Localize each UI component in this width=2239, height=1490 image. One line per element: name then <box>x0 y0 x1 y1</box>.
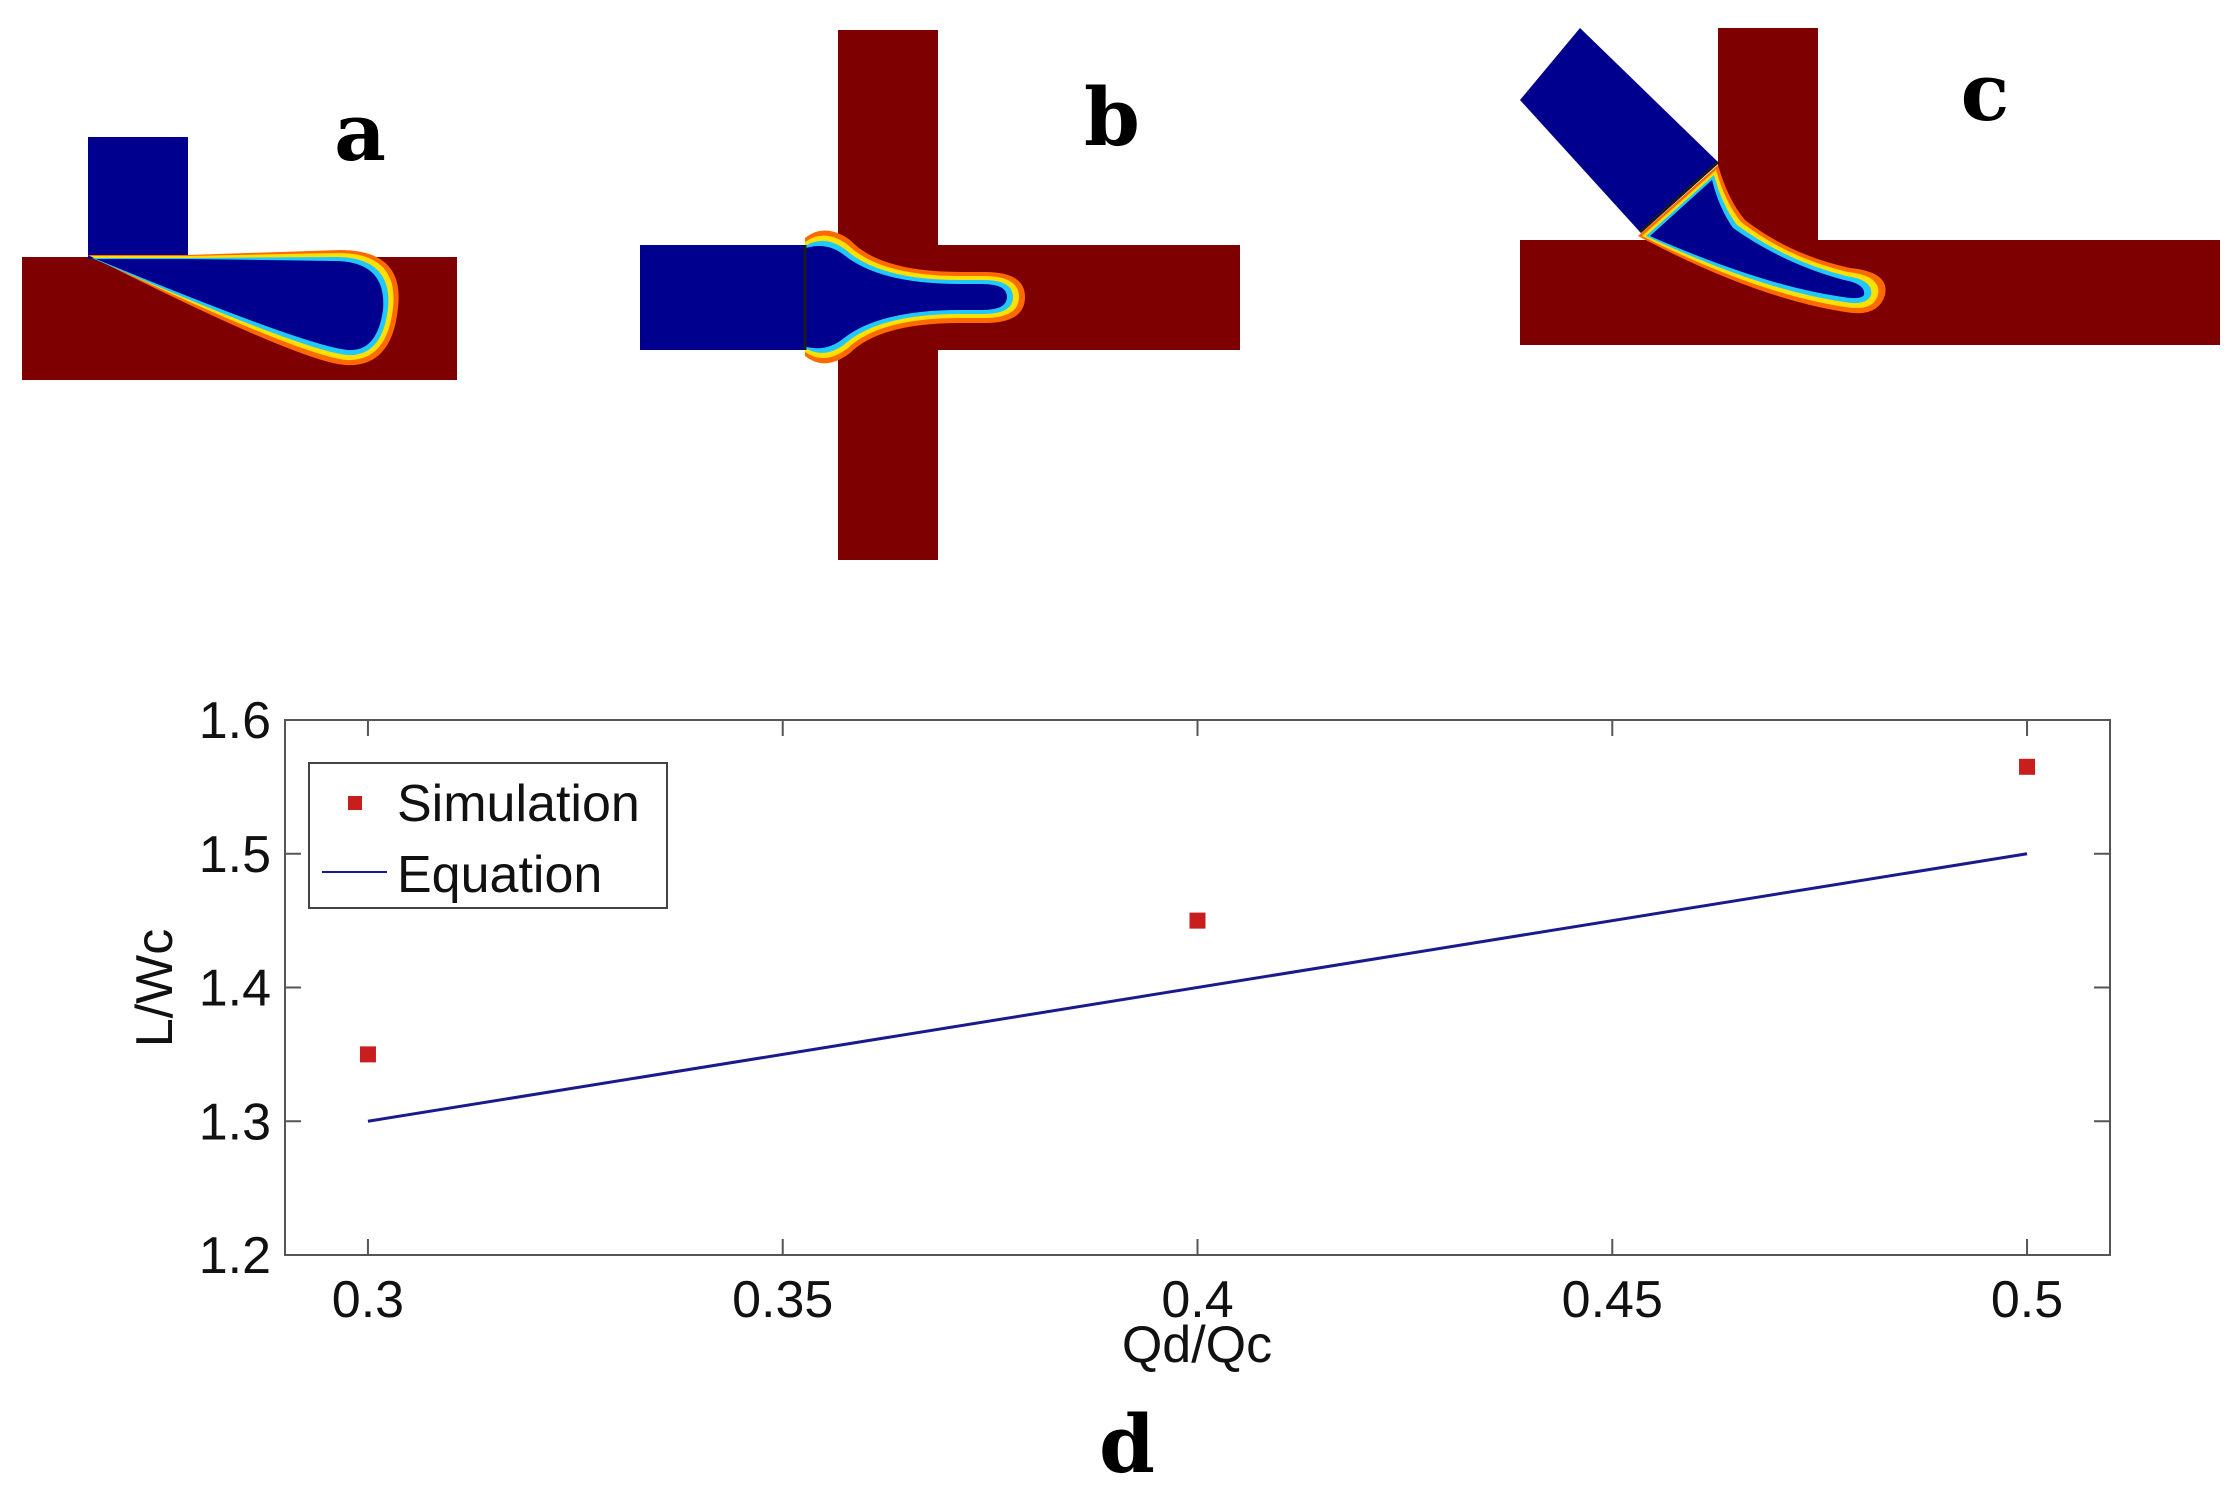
panel-a-simulation <box>22 137 457 380</box>
x-tick-labels: 0.3 0.35 0.4 0.45 0.5 <box>332 1271 2063 1329</box>
y-tick-label: 1.5 <box>199 826 271 884</box>
panel-c-droplet <box>1650 180 1865 299</box>
y-tick-label: 1.4 <box>199 960 271 1018</box>
panel-b-simulation <box>640 30 1240 560</box>
chart-d: 0.3 0.35 0.4 0.45 0.5 1.2 1.3 1.4 1.5 1.6 Simula… <box>126 692 2111 1374</box>
panel-c-inlet-channel <box>1520 28 1718 232</box>
legend-simulation-marker <box>348 796 362 810</box>
panel-c-inlet-edge <box>1638 160 1720 234</box>
panel-b-label: b <box>1084 70 1140 164</box>
y-tick-label: 1.2 <box>199 1227 271 1285</box>
x-axis-label: Qd/Qc <box>1122 1316 1272 1374</box>
simulation-point <box>2019 758 2036 775</box>
panel-a-inlet-channel <box>88 137 188 259</box>
tick-marks <box>285 719 2110 1256</box>
equation-line <box>367 852 2028 1123</box>
simulation-point <box>359 1046 376 1063</box>
x-tick-label: 0.3 <box>332 1271 404 1329</box>
x-tick-label: 0.35 <box>732 1271 833 1329</box>
y-tick-label: 1.6 <box>199 692 271 750</box>
x-tick-label: 0.45 <box>1562 1271 1663 1329</box>
y-tick-labels: 1.2 1.3 1.4 1.5 1.6 <box>199 692 271 1285</box>
panel-b-droplet <box>800 246 1007 349</box>
panel-a-droplet <box>96 259 384 351</box>
y-axis-label: L/Wc <box>126 929 184 1047</box>
panel-c-label: c <box>1961 45 2010 139</box>
legend: Simulation Equation <box>308 762 668 909</box>
legend-box <box>308 762 668 909</box>
panel-a-label: a <box>334 85 386 179</box>
x-tick-label: 0.4 <box>1161 1271 1233 1329</box>
legend-simulation-label: Simulation <box>397 775 640 833</box>
panel-d-label: d <box>1099 1397 1155 1490</box>
legend-equation-label: Equation <box>397 846 602 904</box>
y-tick-label: 1.3 <box>199 1093 271 1151</box>
panel-c-simulation <box>1520 28 2220 345</box>
panel-b-inlet-channel <box>640 245 805 350</box>
series-layer <box>359 758 2036 1123</box>
x-tick-label: 0.5 <box>1991 1271 2063 1329</box>
simulation-point <box>1189 912 1206 929</box>
